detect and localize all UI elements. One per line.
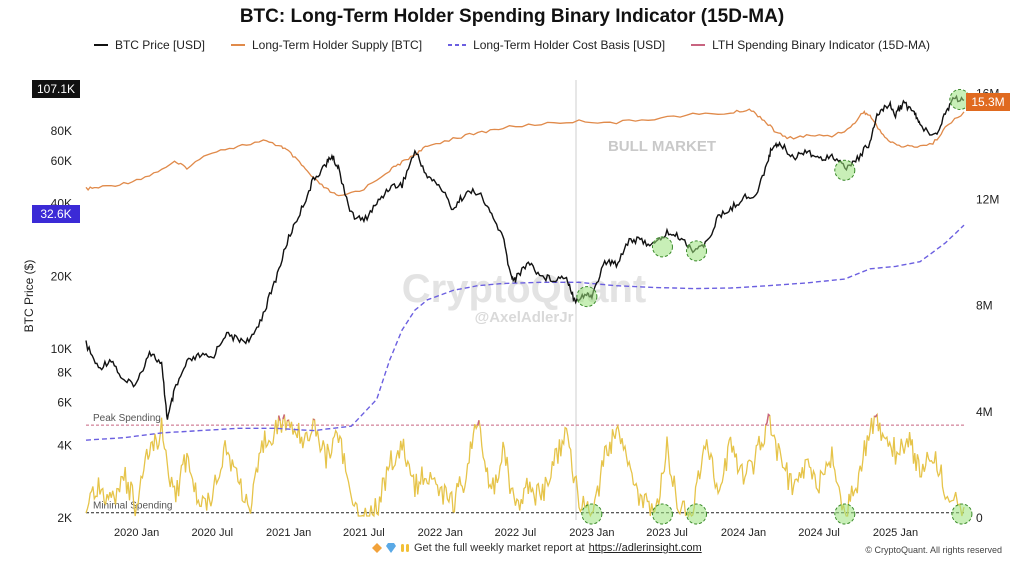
legend-swatch-binary — [691, 44, 706, 46]
highlight-marker-3 — [834, 159, 856, 181]
legend-label-supply: Long-Term Holder Supply [BTC] — [251, 38, 423, 52]
bull-market-annotation: BULL MARKET — [608, 138, 716, 155]
left-tick-label-3: 8K — [57, 366, 72, 380]
x-tick-label-8: 2024 Jan — [721, 527, 766, 539]
right-tick-label-2: 8M — [976, 299, 993, 313]
legend-label-binary: LTH Spending Binary Indicator (15D-MA) — [712, 38, 931, 52]
reference-label-1: Minimal Spending — [93, 501, 173, 512]
highlight-marker-1 — [651, 236, 673, 258]
legend-item-supply[interactable]: Long-Term Holder Supply [BTC] — [230, 38, 423, 52]
binary-peak-segment-1 — [282, 414, 286, 420]
y-axis-title: BTC Price ($) — [22, 260, 36, 333]
footer-promo: Get the full weekly market report at htt… — [372, 542, 702, 554]
legend-swatch-price — [93, 44, 108, 46]
watermark-handle: @AxelAdlerJr — [475, 309, 574, 326]
badge-supply: 15.3M — [971, 95, 1004, 109]
binary-peak-segment-6 — [874, 414, 878, 418]
footer-text: Get the full weekly market report at — [414, 542, 585, 554]
value-badges: 107.1K 32.6K 15.3M — [32, 80, 1010, 223]
x-tick-label-10: 2025 Jan — [873, 527, 918, 539]
diamond-orange-icon — [372, 543, 382, 553]
supply-series — [85, 108, 965, 197]
legend-label-cost-basis: Long-Term Holder Cost Basis [USD] — [473, 38, 666, 52]
left-tick-label-8: 80K — [51, 124, 72, 138]
price-line — [85, 94, 965, 420]
x-tick-label-7: 2023 Jul — [646, 527, 688, 539]
x-tick-label-5: 2022 Jul — [495, 527, 537, 539]
binary-peak-segment-2 — [286, 419, 290, 422]
highlight-marker-5 — [581, 503, 603, 525]
hands-icon — [400, 543, 410, 553]
x-tick-label-9: 2024 Jul — [798, 527, 840, 539]
highlight-marker-7 — [686, 503, 708, 525]
binary-peak-segment-4 — [476, 420, 480, 426]
reference-lines: Peak Spending Minimal Spending — [86, 413, 964, 514]
binary-peak-segment-5 — [765, 413, 771, 426]
highlight-marker-8 — [834, 503, 856, 525]
reference-label-0: Peak Spending — [93, 413, 161, 424]
legend: BTC Price [USD] Long-Term Holder Supply … — [0, 38, 1024, 52]
badge-supply-bg — [966, 93, 1010, 111]
left-tick-label-0: 2K — [57, 511, 72, 525]
left-tick-label-5: 20K — [51, 269, 72, 283]
cost-basis-series — [85, 224, 965, 441]
legend-swatch-supply — [230, 44, 245, 46]
badge-cost-basis: 32.6K — [40, 207, 71, 221]
highlight-markers — [576, 88, 973, 525]
gem-blue-icon — [386, 543, 396, 553]
legend-swatch-cost-basis — [448, 44, 467, 46]
badge-cost-basis-bg — [32, 205, 80, 223]
x-tick-label-4: 2022 Jan — [418, 527, 463, 539]
legend-label-price: BTC Price [USD] — [114, 38, 205, 52]
footer-link[interactable]: https://adlerinsight.com — [588, 542, 702, 554]
left-tick-label-2: 6K — [57, 396, 72, 410]
highlight-marker-0 — [576, 286, 598, 308]
x-tick-label-6: 2023 Jan — [569, 527, 614, 539]
highlight-marker-6 — [651, 503, 673, 525]
watermark-text: CryptoQuant — [402, 267, 646, 311]
x-tick-label-1: 2020 Jul — [191, 527, 233, 539]
x-tick-label-2: 2021 Jan — [266, 527, 311, 539]
badge-price: 107.1K — [37, 82, 75, 96]
binary-indicator-series — [85, 412, 965, 518]
watermark-group: CryptoQuant @AxelAdlerJr — [402, 267, 646, 326]
chart-title: BTC: Long-Term Holder Spending Binary In… — [239, 6, 785, 27]
legend-item-cost-basis[interactable]: Long-Term Holder Cost Basis [USD] — [448, 38, 665, 52]
x-tick-label-3: 2021 Jul — [343, 527, 385, 539]
legend-item-binary[interactable]: LTH Spending Binary Indicator (15D-MA) — [691, 38, 930, 52]
binary-indicator-line — [85, 412, 965, 518]
left-tick-label-4: 10K — [51, 342, 72, 356]
left-tick-label-7: 60K — [51, 154, 72, 168]
binary-peak-segment-0 — [277, 415, 281, 421]
copyright: © CryptoQuant. All rights reserved — [865, 545, 1002, 555]
price-series — [85, 94, 965, 420]
right-tick-label-3: 12M — [976, 192, 999, 206]
highlight-marker-9 — [951, 503, 973, 525]
binary-peak-segment-3 — [312, 418, 315, 421]
left-tick-label-1: 4K — [57, 438, 72, 452]
x-axis: 2020 Jan 2020 Jul 2021 Jan 2021 Jul 2022 Jan… — [114, 527, 918, 539]
cost-basis-line — [85, 224, 965, 441]
right-tick-label-1: 4M — [976, 405, 993, 419]
badge-price-bg — [32, 80, 80, 98]
highlight-marker-2 — [686, 240, 708, 262]
supply-line — [85, 108, 965, 197]
x-tick-label-0: 2020 Jan — [114, 527, 159, 539]
right-axis: 04M8M12M16M — [976, 86, 999, 525]
legend-item-price[interactable]: BTC Price [USD] — [93, 38, 205, 52]
right-tick-label-0: 0 — [976, 511, 983, 525]
